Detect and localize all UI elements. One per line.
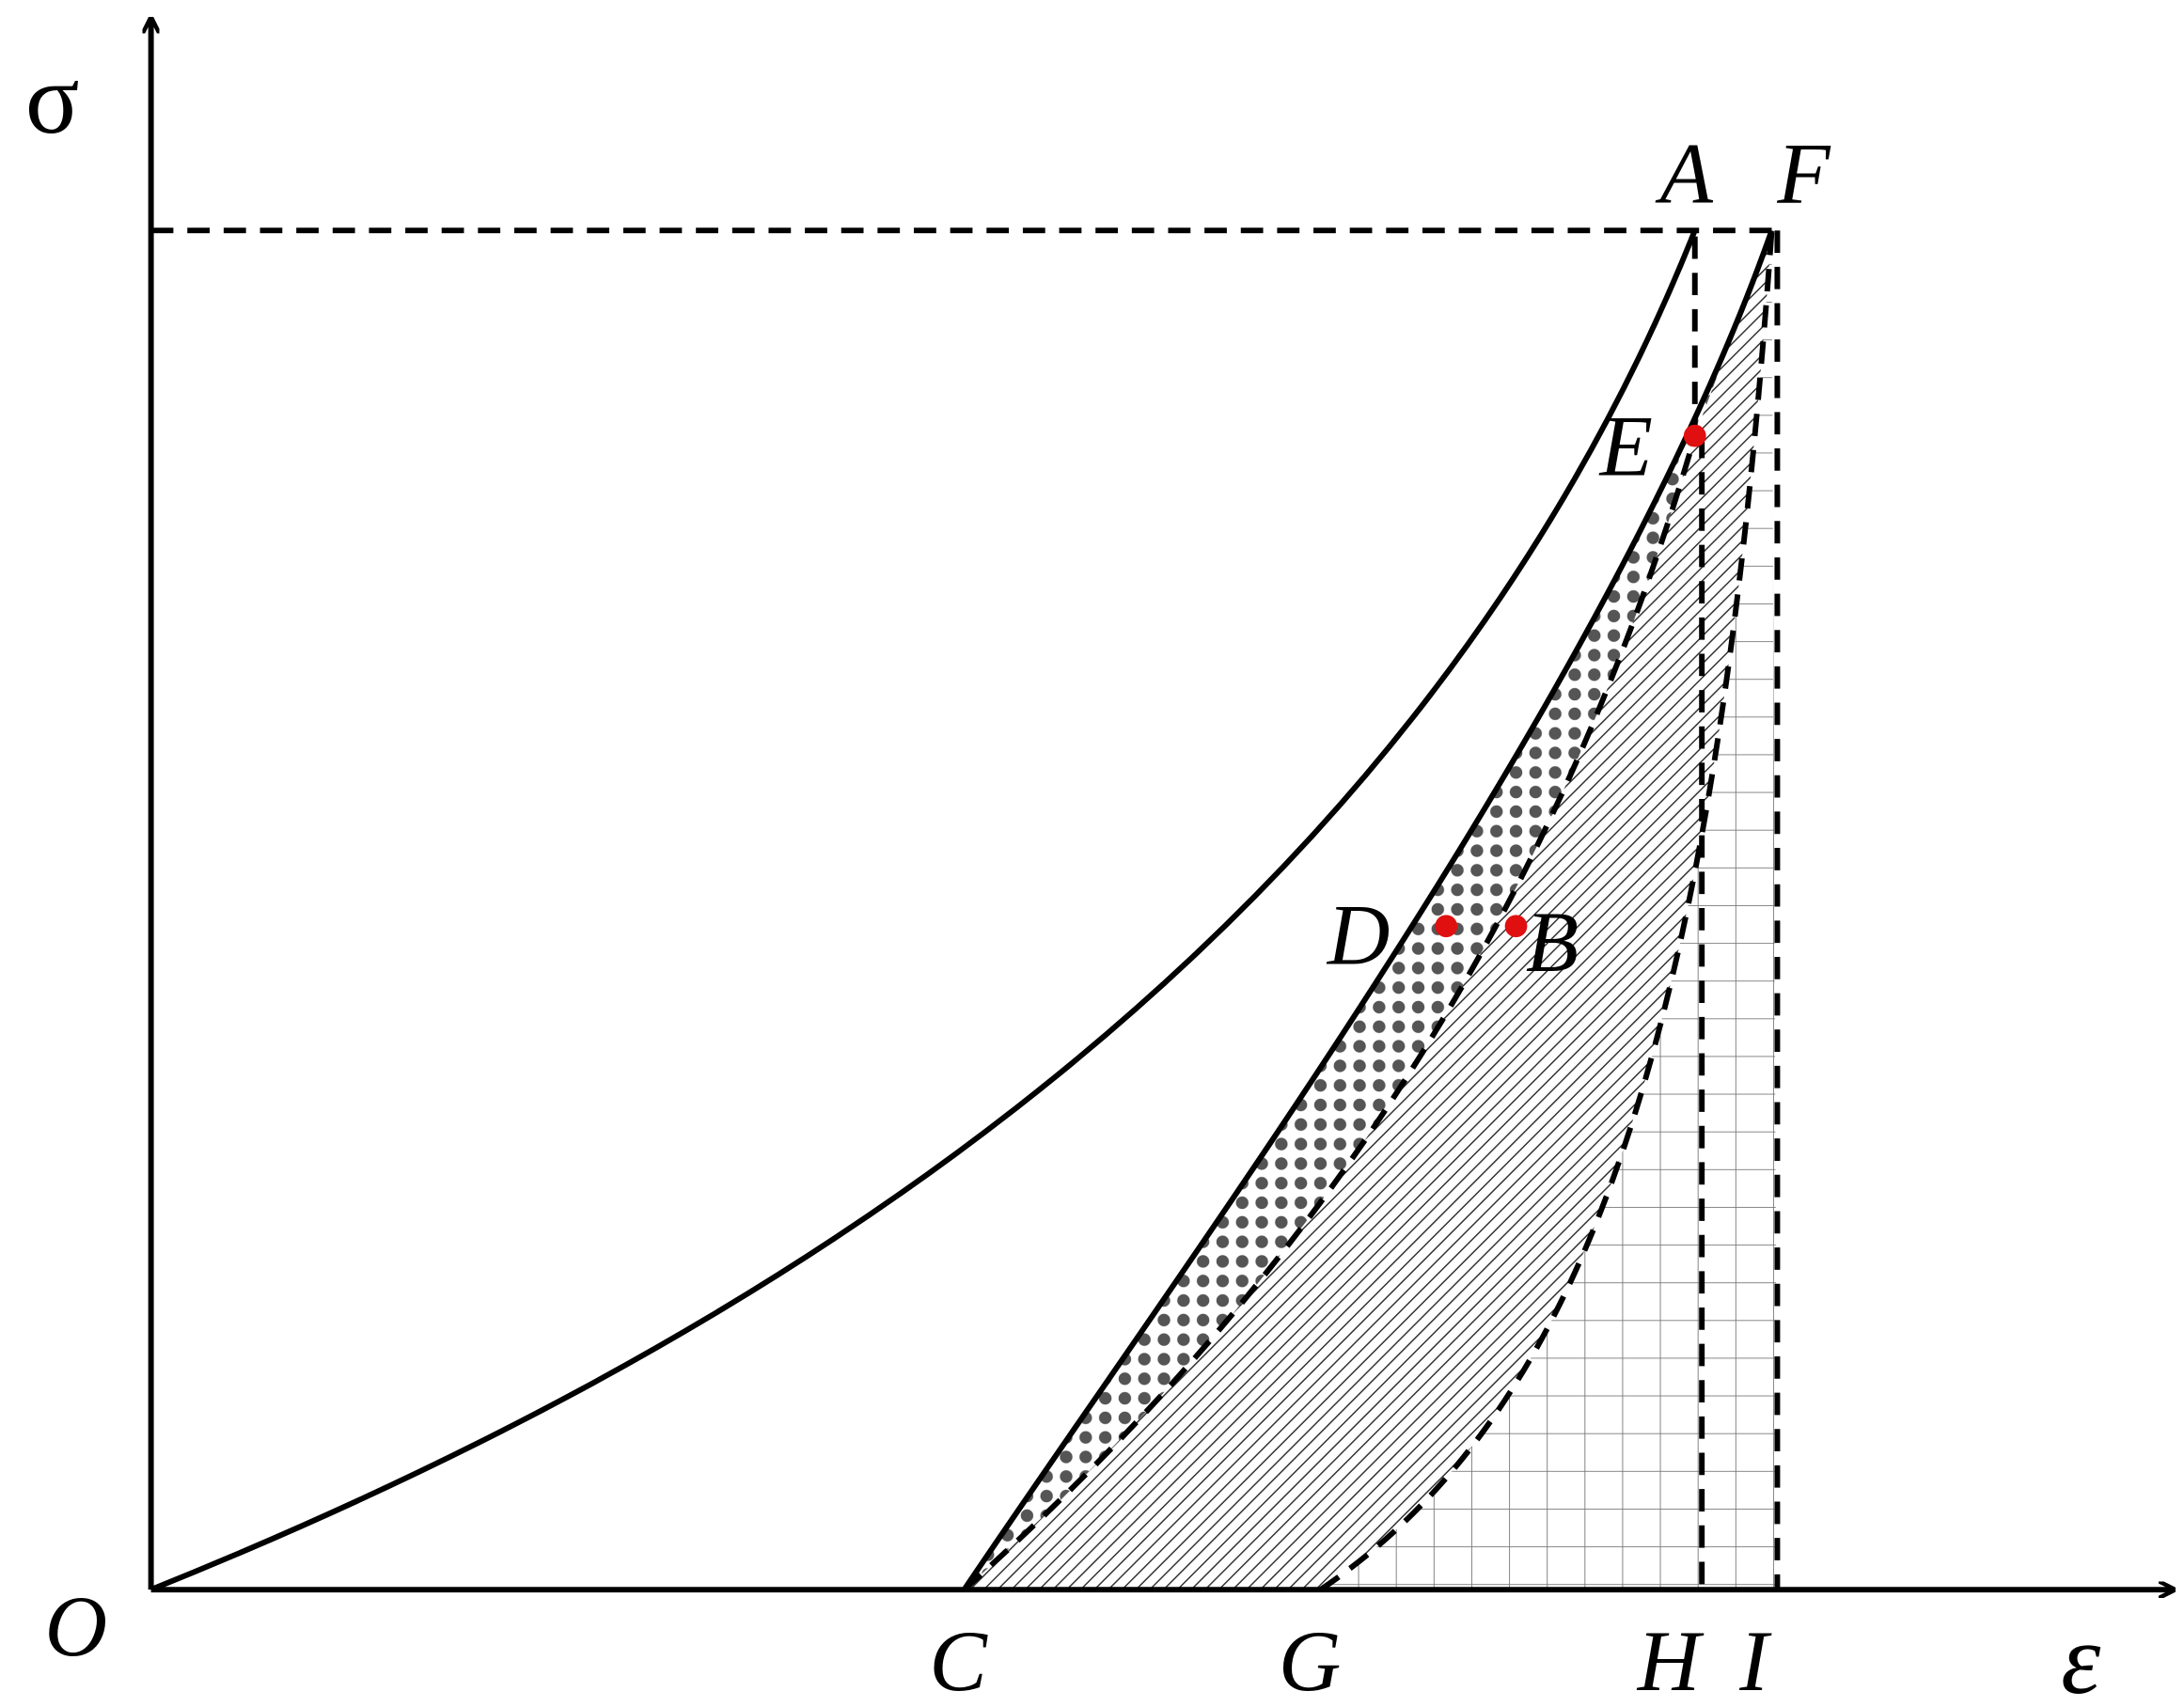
origin-label: O: [45, 1578, 108, 1674]
y-axis-label: σ: [25, 44, 80, 155]
point-label: E: [1598, 398, 1653, 493]
point-b: [1504, 915, 1528, 938]
point-label: H: [1637, 1613, 1705, 1707]
point-label: A: [1655, 125, 1714, 221]
grid-region: [1320, 230, 1778, 1590]
dashed-lines: [150, 227, 1781, 1592]
point-e: [1683, 424, 1706, 447]
point-label: B: [1526, 894, 1579, 990]
point-label: I: [1738, 1613, 1772, 1707]
loading-curve: [149, 229, 1698, 1592]
point-label: D: [1326, 886, 1391, 982]
point-label: C: [929, 1613, 988, 1707]
x-axis-label: ε: [2061, 1605, 2101, 1707]
point-d: [1435, 915, 1458, 938]
hatched-region: [964, 230, 1772, 1590]
reloading-curve: [962, 229, 1775, 1591]
point-label: F: [1776, 125, 1831, 221]
point-label: G: [1279, 1613, 1342, 1707]
